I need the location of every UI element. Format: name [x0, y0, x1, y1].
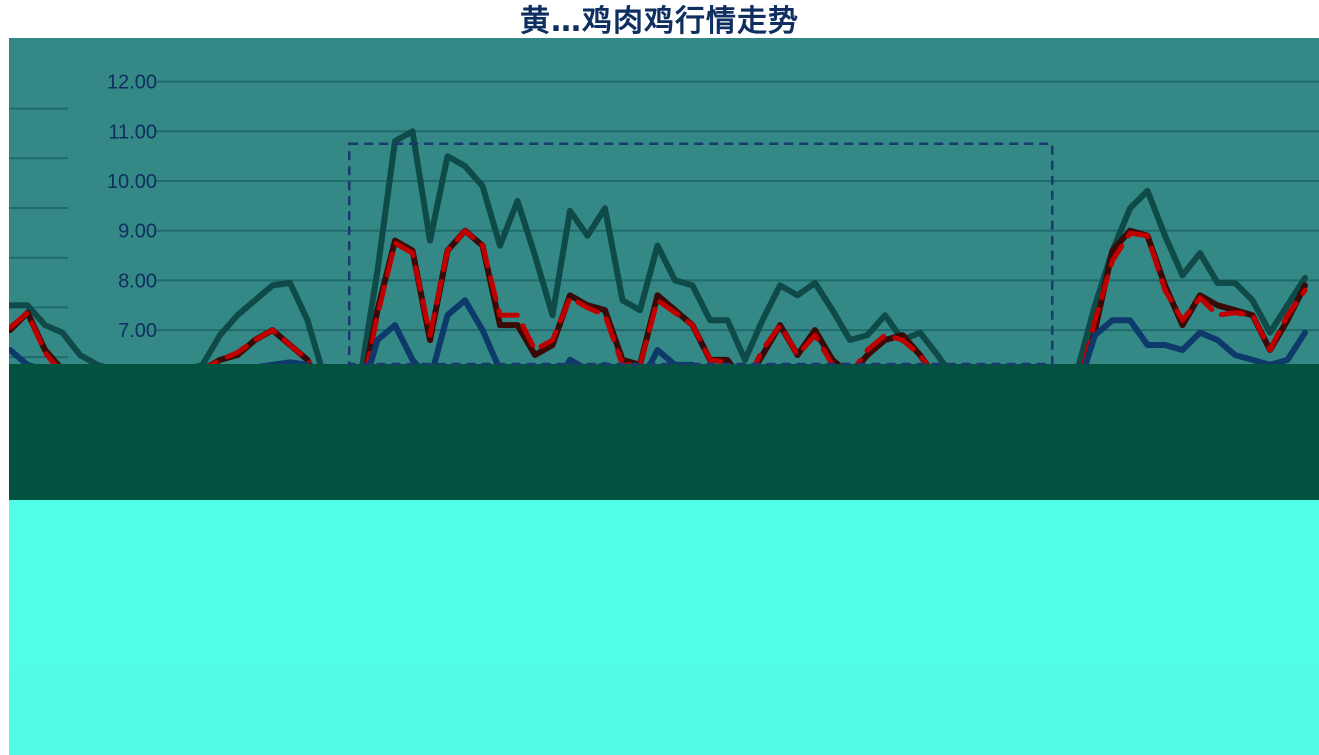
y-tick-label: 11.00: [108, 121, 157, 143]
y-tick-label: 12.00: [107, 72, 157, 94]
obscured-region-dark: [9, 364, 1319, 500]
chart-title: 黄…鸡肉鸡行情走势: [520, 4, 799, 39]
series-layer: [9, 128, 1308, 364]
y-tick-label: 7.00: [118, 320, 157, 342]
obscured-region-light-lower: [9, 666, 1319, 755]
series-line-3: [9, 228, 1308, 364]
y-tick-label: 9.00: [118, 221, 157, 243]
y-tick-label: 10.00: [107, 171, 157, 193]
y-tick-label: 8.00: [118, 270, 157, 292]
series-line-4: [9, 297, 1308, 364]
y-axis-tick-labels: 12.00 11.00 10.00 9.00 8.00 7.00: [107, 72, 157, 343]
series-line-1: [9, 128, 1308, 364]
highlight-box: [348, 142, 1054, 366]
